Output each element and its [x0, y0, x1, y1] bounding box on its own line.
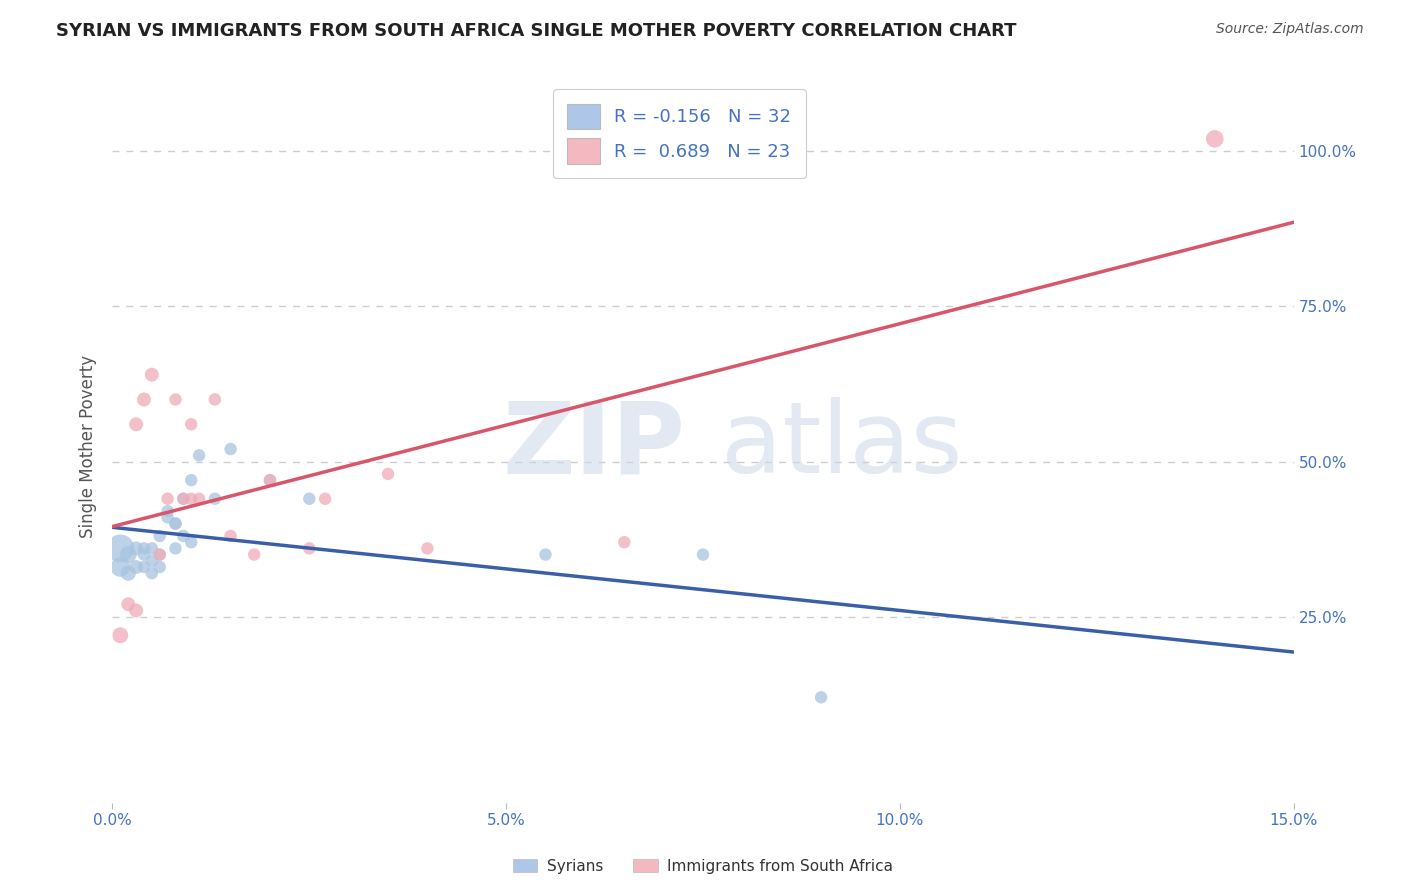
Point [416, 541, 439, 556]
Point [165, 392, 187, 407]
Point [125, 541, 148, 556]
Point [132, 560, 155, 574]
Point [156, 504, 179, 518]
Text: ZIP: ZIP [502, 398, 685, 494]
Point [165, 541, 187, 556]
Point [141, 368, 163, 382]
Point [110, 560, 132, 574]
Point [117, 566, 139, 581]
Point [180, 473, 202, 487]
Point [534, 548, 557, 562]
Point [117, 548, 139, 562]
Point [180, 491, 202, 506]
Point [132, 548, 155, 562]
Point [149, 560, 172, 574]
Point [125, 560, 148, 574]
Point [188, 491, 211, 506]
Point [172, 491, 194, 506]
Point [132, 392, 155, 407]
Point [141, 566, 163, 581]
Point [1204, 132, 1226, 146]
Point [149, 548, 172, 562]
Point [377, 467, 399, 481]
Y-axis label: Single Mother Poverty: Single Mother Poverty [79, 354, 97, 538]
Point [110, 628, 132, 642]
Point [156, 510, 179, 524]
Point [110, 541, 132, 556]
Point [204, 491, 226, 506]
Text: Source: ZipAtlas.com: Source: ZipAtlas.com [1216, 22, 1364, 37]
Point [810, 690, 832, 705]
Point [156, 491, 179, 506]
Point [314, 491, 336, 506]
Point [117, 597, 139, 611]
Point [298, 541, 321, 556]
Point [204, 392, 226, 407]
Point [180, 535, 202, 549]
Point [219, 442, 242, 456]
Point [141, 554, 163, 568]
Point [259, 473, 281, 487]
Point [149, 548, 172, 562]
Point [259, 473, 281, 487]
Point [149, 529, 172, 543]
Point [165, 516, 187, 531]
Point [180, 417, 202, 432]
Text: SYRIAN VS IMMIGRANTS FROM SOUTH AFRICA SINGLE MOTHER POVERTY CORRELATION CHART: SYRIAN VS IMMIGRANTS FROM SOUTH AFRICA S… [56, 22, 1017, 40]
Text: atlas: atlas [721, 398, 962, 494]
Point [172, 529, 194, 543]
Point [243, 548, 266, 562]
Point [188, 448, 211, 462]
Point [613, 535, 636, 549]
Point [172, 491, 194, 506]
Point [132, 541, 155, 556]
Point [219, 529, 242, 543]
Legend: R = -0.156   N = 32, R =  0.689   N = 23: R = -0.156 N = 32, R = 0.689 N = 23 [553, 89, 806, 178]
Point [692, 548, 714, 562]
Legend: Syrians, Immigrants from South Africa: Syrians, Immigrants from South Africa [506, 853, 900, 880]
Point [125, 417, 148, 432]
Point [125, 603, 148, 617]
Point [165, 516, 187, 531]
Point [141, 541, 163, 556]
Point [298, 491, 321, 506]
